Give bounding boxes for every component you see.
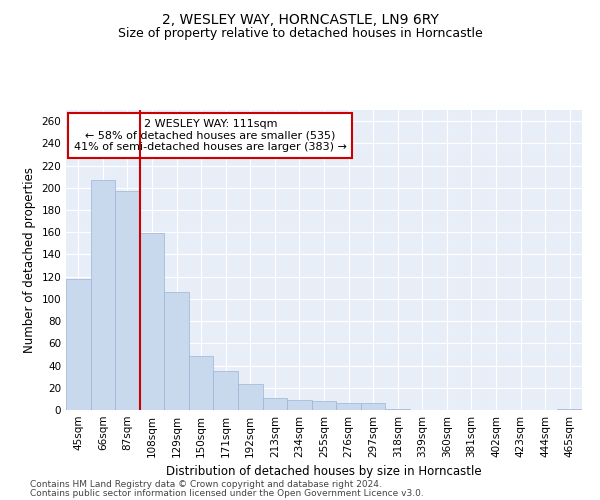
Bar [164,292,189,410]
Bar [263,398,287,410]
Text: Size of property relative to detached houses in Horncastle: Size of property relative to detached ho… [118,28,482,40]
Bar [115,191,140,410]
Bar [336,404,361,410]
Text: Distribution of detached houses by size in Horncastle: Distribution of detached houses by size … [166,464,482,477]
Text: 2 WESLEY WAY: 111sqm
← 58% of detached houses are smaller (535)
41% of semi-deta: 2 WESLEY WAY: 111sqm ← 58% of detached h… [74,119,347,152]
Text: Contains HM Land Registry data © Crown copyright and database right 2024.: Contains HM Land Registry data © Crown c… [30,480,382,489]
Bar [385,409,410,410]
Text: 2, WESLEY WAY, HORNCASTLE, LN9 6RY: 2, WESLEY WAY, HORNCASTLE, LN9 6RY [161,12,439,26]
Bar [238,384,263,410]
Bar [214,371,238,410]
Bar [557,409,582,410]
Y-axis label: Number of detached properties: Number of detached properties [23,167,36,353]
Bar [66,279,91,410]
Bar [361,404,385,410]
Bar [140,234,164,410]
Bar [91,180,115,410]
Bar [287,400,312,410]
Text: Contains public sector information licensed under the Open Government Licence v3: Contains public sector information licen… [30,488,424,498]
Bar [189,356,214,410]
Bar [312,401,336,410]
